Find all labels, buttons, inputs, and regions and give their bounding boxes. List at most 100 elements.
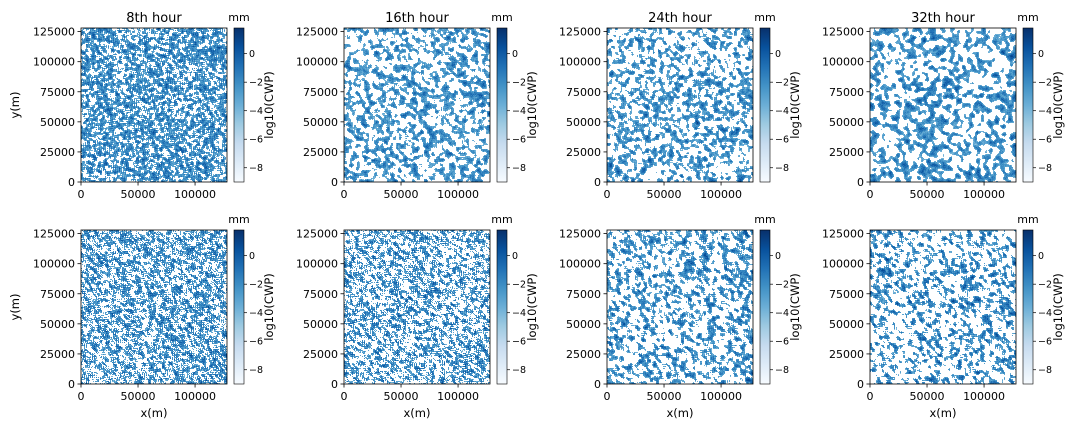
panel-r0-c1: 16th hour 0 25000 50000 75000 100000 125000 0 50… bbox=[296, 11, 539, 201]
y-tick-label: 0 bbox=[331, 378, 338, 391]
colorbar-tick-label: −4 bbox=[775, 308, 789, 319]
x-tick-label: 50000 bbox=[121, 188, 156, 201]
colorbar-tick-label: −8 bbox=[512, 365, 526, 376]
colorbar-tick-label: −2 bbox=[1038, 78, 1052, 89]
axes-frame bbox=[80, 229, 228, 385]
colorbar-tick-label: −6 bbox=[512, 135, 526, 146]
colorbar-label: log10(CWP) bbox=[262, 71, 276, 138]
panel-r0-c3: 32th hour 0 25000 50000 75000 100000 125000 0 50… bbox=[822, 11, 1065, 201]
x-tick-label: 0 bbox=[604, 390, 611, 403]
y-tick-label: 75000 bbox=[303, 86, 338, 99]
x-tick-label: 100000 bbox=[700, 188, 742, 201]
y-tick-label: 0 bbox=[594, 378, 601, 391]
y-tick-label: 100000 bbox=[822, 56, 864, 69]
y-tick-label: 50000 bbox=[40, 116, 75, 129]
colorbar-unit: mm bbox=[754, 11, 775, 24]
x-tick-label: 0 bbox=[867, 188, 874, 201]
y-tick-label: 75000 bbox=[829, 86, 864, 99]
colorbar-tick-label: 0 bbox=[775, 251, 781, 262]
y-tick-label: 50000 bbox=[566, 116, 601, 129]
cwp-heatmap bbox=[870, 28, 1016, 182]
axes-frame bbox=[343, 27, 491, 183]
colorbar: 0 −2 −4 −6 −8 mm log10(CWP) bbox=[228, 213, 276, 385]
axes-frame bbox=[606, 229, 754, 385]
y-tick-label: 100000 bbox=[296, 258, 338, 271]
x-axis-label: x(m) bbox=[667, 406, 694, 420]
y-tick-label: 0 bbox=[857, 176, 864, 189]
colorbar-tick-label: −4 bbox=[512, 308, 526, 319]
colorbar-label: log10(CWP) bbox=[788, 71, 802, 138]
x-tick-label: 0 bbox=[78, 188, 85, 201]
colorbar-tick-label: 0 bbox=[249, 251, 255, 262]
colorbar-gradient bbox=[233, 229, 245, 385]
cwp-heatmap bbox=[607, 28, 753, 182]
panel-title: 16th hour bbox=[385, 11, 449, 26]
x-tick-label: 50000 bbox=[647, 390, 682, 403]
y-tick-label: 50000 bbox=[303, 116, 338, 129]
colorbar-tick-label: −8 bbox=[775, 365, 789, 376]
colorbar-gradient bbox=[759, 27, 771, 183]
y-tick-label: 75000 bbox=[566, 288, 601, 301]
colorbar-tick-label: −4 bbox=[512, 106, 526, 117]
y-tick-label: 0 bbox=[68, 176, 75, 189]
y-axis-label: y(m) bbox=[8, 294, 22, 321]
colorbar-gradient bbox=[759, 229, 771, 385]
y-tick-label: 25000 bbox=[40, 146, 75, 159]
colorbar-tick-label: −8 bbox=[512, 163, 526, 174]
y-tick-label: 50000 bbox=[303, 318, 338, 331]
y-tick-label: 25000 bbox=[829, 348, 864, 361]
x-tick-label: 100000 bbox=[174, 188, 216, 201]
y-tick-label: 50000 bbox=[829, 318, 864, 331]
colorbar-tick-label: −6 bbox=[249, 337, 263, 348]
y-tick-label: 0 bbox=[857, 378, 864, 391]
colorbar: 0 −2 −4 −6 −8 mm log10(CWP) bbox=[491, 11, 539, 183]
colorbar-label: log10(CWP) bbox=[525, 71, 539, 138]
colorbar-tick-label: −6 bbox=[249, 135, 263, 146]
y-tick-label: 75000 bbox=[40, 86, 75, 99]
x-tick-label: 0 bbox=[341, 390, 348, 403]
y-tick-label: 25000 bbox=[829, 146, 864, 159]
x-tick-label: 50000 bbox=[910, 390, 945, 403]
y-tick-label: 50000 bbox=[829, 116, 864, 129]
colorbar-tick-label: 0 bbox=[775, 49, 781, 60]
axes-frame bbox=[869, 27, 1017, 183]
colorbar-unit: mm bbox=[228, 213, 249, 226]
colorbar-unit: mm bbox=[491, 11, 512, 24]
x-axis-label: x(m) bbox=[141, 406, 168, 420]
y-tick-label: 100000 bbox=[33, 258, 75, 271]
y-tick-label: 25000 bbox=[40, 348, 75, 361]
panel-r1-c1: 0 25000 50000 75000 100000 125000 0 50000 100000… bbox=[296, 213, 539, 420]
x-tick-label: 0 bbox=[867, 390, 874, 403]
colorbar-tick-label: 0 bbox=[1038, 49, 1044, 60]
cwp-heatmap bbox=[344, 230, 490, 384]
panel-title: 8th hour bbox=[126, 11, 182, 26]
y-tick-label: 125000 bbox=[559, 26, 601, 39]
y-tick-label: 125000 bbox=[296, 228, 338, 241]
colorbar-tick-label: −2 bbox=[249, 78, 263, 89]
colorbar-tick-label: −8 bbox=[249, 365, 263, 376]
colorbar: 0 −2 −4 −6 −8 mm log10(CWP) bbox=[491, 213, 539, 385]
x-tick-label: 50000 bbox=[910, 188, 945, 201]
colorbar-tick-label: −2 bbox=[775, 78, 789, 89]
colorbar-gradient bbox=[1022, 27, 1034, 183]
colorbar-unit: mm bbox=[754, 213, 775, 226]
colorbar-tick-label: −4 bbox=[1038, 106, 1052, 117]
y-tick-label: 0 bbox=[331, 176, 338, 189]
cwp-heatmap bbox=[81, 28, 227, 182]
cwp-heatmap bbox=[607, 230, 753, 384]
colorbar-tick-label: −6 bbox=[775, 135, 789, 146]
y-tick-label: 75000 bbox=[40, 288, 75, 301]
y-tick-label: 25000 bbox=[566, 348, 601, 361]
colorbar-tick-label: −2 bbox=[249, 280, 263, 291]
y-tick-label: 100000 bbox=[559, 56, 601, 69]
x-axis-label: x(m) bbox=[930, 406, 957, 420]
y-tick-label: 25000 bbox=[566, 146, 601, 159]
colorbar-gradient bbox=[496, 229, 508, 385]
x-tick-label: 0 bbox=[341, 188, 348, 201]
y-tick-label: 75000 bbox=[303, 288, 338, 301]
colorbar-tick-label: −6 bbox=[1038, 135, 1052, 146]
colorbar-tick-label: −4 bbox=[1038, 308, 1052, 319]
x-tick-label: 50000 bbox=[384, 390, 419, 403]
y-tick-label: 25000 bbox=[303, 348, 338, 361]
cwp-heatmap bbox=[81, 230, 227, 384]
